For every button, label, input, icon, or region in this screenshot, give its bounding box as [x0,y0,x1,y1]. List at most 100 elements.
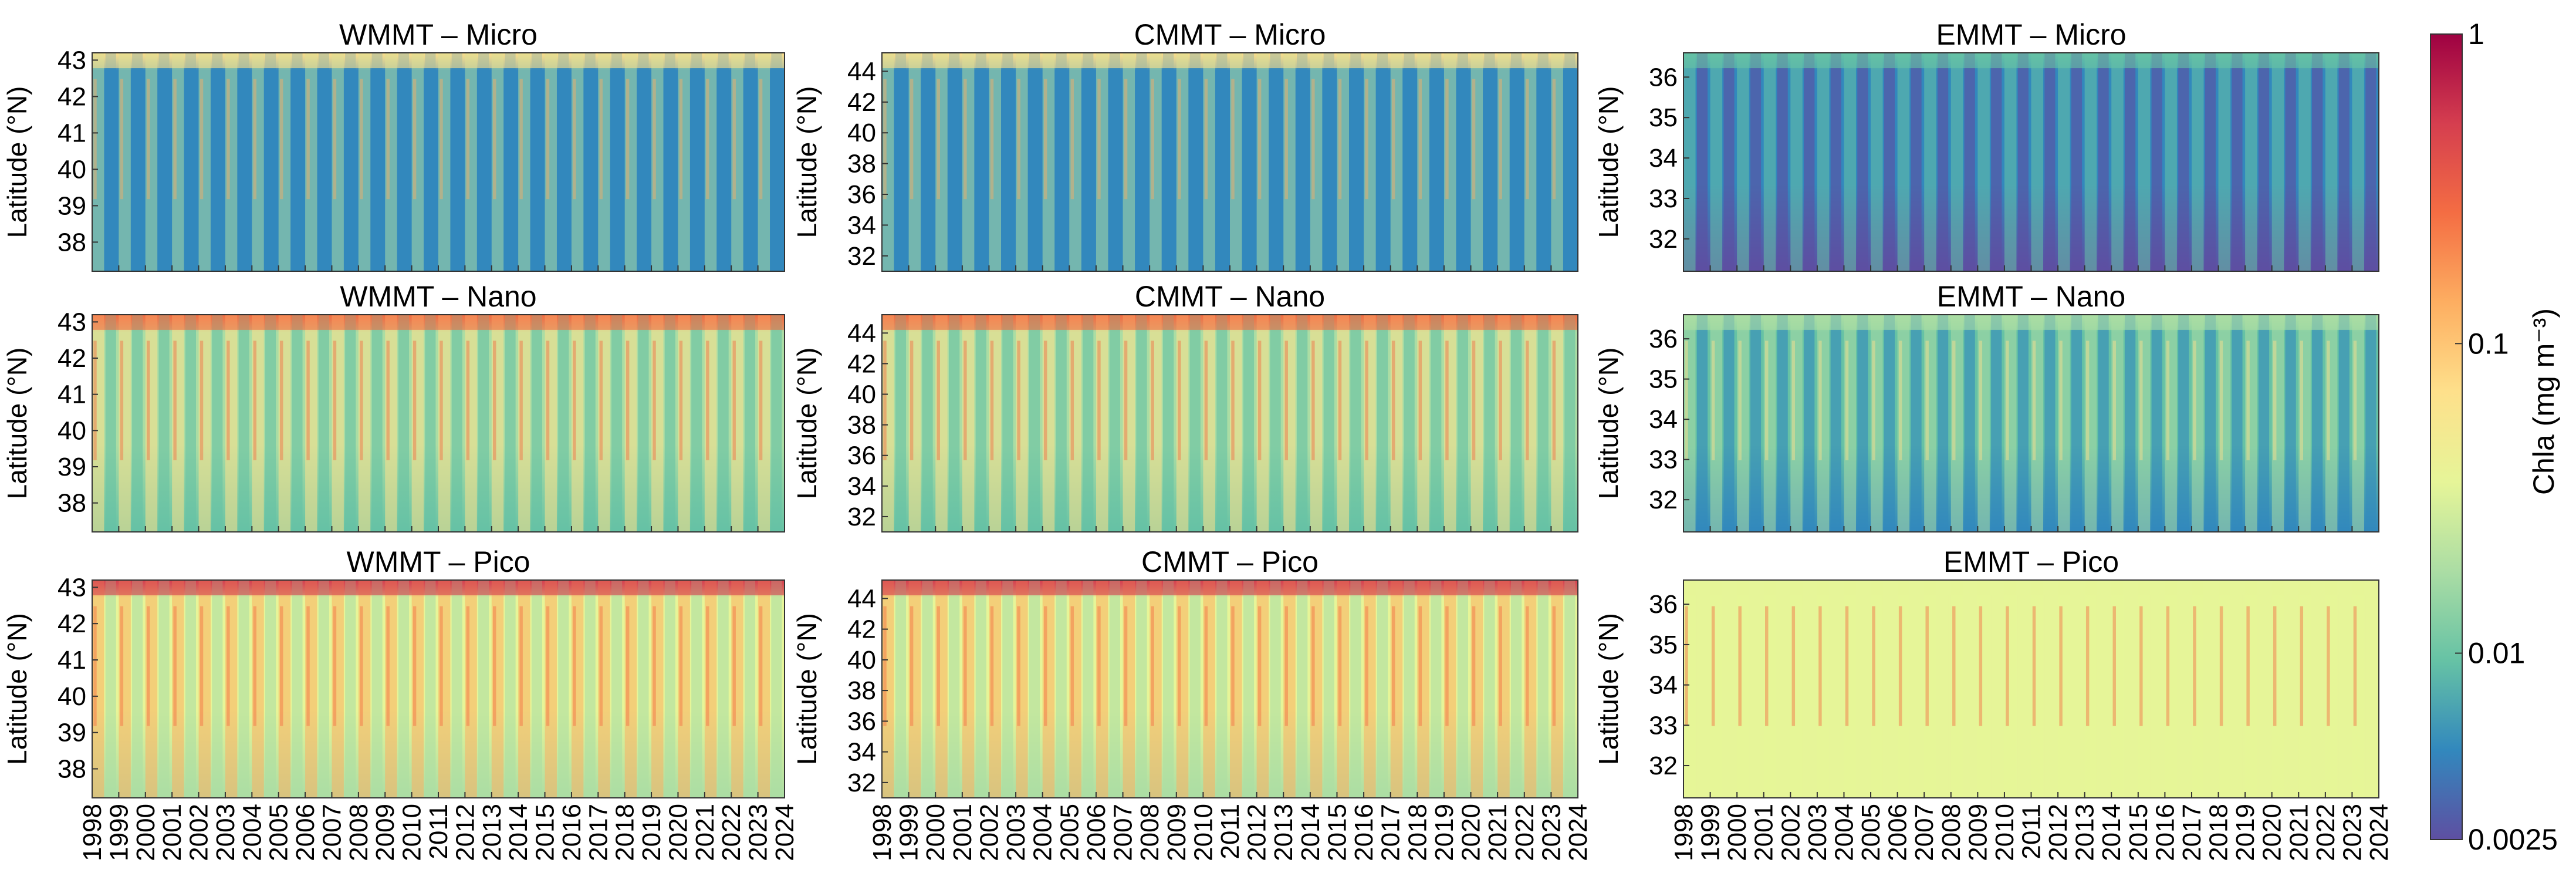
x-tick-label: 2013 [478,804,506,861]
y-tick-label: 32 [847,242,876,271]
y-tick-label: 39 [58,191,86,220]
heatmap-cells [92,53,785,271]
y-tick-label: 42 [58,609,86,638]
y-tick-label: 36 [1649,325,1678,353]
x-tick-label: 1998 [78,804,107,861]
colorbar-tick-label: 1 [2468,18,2484,50]
y-tick-label: 35 [1649,103,1678,132]
x-tick-label: 2012 [451,804,479,861]
y-tick-label: 32 [1649,225,1678,254]
x-tick-label: 2004 [1830,804,1858,861]
y-tick-label: 36 [847,442,876,470]
y-tick-label: 36 [1649,590,1678,619]
x-tick-label: 2013 [1269,804,1298,861]
x-tick-label: 2019 [637,804,666,861]
heatmap-cells [882,315,1578,532]
x-tick-label: 2016 [1350,804,1378,861]
x-tick-label: 2008 [1135,804,1164,861]
y-tick-label: 40 [58,155,86,184]
x-tick-label: 2009 [371,804,400,861]
x-tick-label: 2021 [691,804,719,861]
x-tick-label: 2001 [1750,804,1779,861]
y-tick-label: 44 [847,319,876,348]
y-tick-label: 38 [847,676,876,705]
x-tick-label: 2001 [158,804,187,861]
x-tick-label: 2004 [238,804,266,861]
x-tick-label: 2023 [744,804,773,861]
x-tick-label: 2012 [2044,804,2073,861]
y-axis-label: Latitude (°N) [1593,86,1624,238]
y-tick-label: 40 [847,380,876,409]
colorbar-tick-label: 0.0025 [2468,823,2558,856]
x-tick-label: 2020 [664,804,692,861]
x-tick-label: 2020 [1457,804,1486,861]
y-tick-label: 32 [847,503,876,531]
panel-title: CMMT – Nano [1135,280,1325,313]
panel-title: EMMT – Micro [1936,18,2126,51]
x-tick-label: 2021 [1483,804,1512,861]
x-tick-label: 1999 [895,804,924,861]
x-tick-label: 2004 [1029,804,1057,861]
colorbar-label: Chla (mg m⁻³) [2527,308,2560,495]
x-tick-label: 2008 [344,804,373,861]
panel-wmmt-nano: WMMT – Nano Latitude (°N) 38 39 40 41 42 43 [2,280,785,533]
x-tick-label: 2002 [185,804,214,861]
x-tick-label: 2000 [1723,804,1752,861]
x-tick-label: 2017 [1377,804,1405,861]
x-tick-label: 2021 [2284,804,2313,861]
x-tick-label: 2017 [584,804,613,861]
y-tick-label: 42 [58,344,86,373]
colorbar-tick-label: 0.1 [2468,327,2509,360]
y-tick-label: 38 [58,228,86,257]
x-tick-label: 2006 [1082,804,1111,861]
x-tick-label: 2024 [770,804,799,861]
x-tick-label: 2023 [2338,804,2367,861]
y-tick-label: 38 [58,489,86,518]
x-tick-label: 2001 [948,804,977,861]
panel-title: EMMT – Pico [1943,545,2119,578]
y-tick-label: 41 [58,380,86,409]
x-tick-label: 2018 [611,804,640,861]
x-tick-label: 2019 [1430,804,1459,861]
y-axis-label: Latitude (°N) [1593,613,1624,765]
y-tick-label: 43 [58,308,86,336]
y-tick-label: 32 [1649,486,1678,514]
x-tick-label: 2009 [1162,804,1191,861]
y-tick-label: 38 [847,150,876,178]
x-tick-label: 2020 [2258,804,2287,861]
x-tick-label: 2022 [2311,804,2340,861]
x-tick-label: 2011 [1216,804,1245,860]
heatmap-cells [882,580,1578,798]
y-tick-label: 34 [1649,671,1678,700]
x-tick-label: 2016 [557,804,586,861]
x-tick-label: 2003 [211,804,240,861]
y-tick-label: 40 [58,416,86,445]
y-tick-label: 40 [847,119,876,147]
x-tick-label: 2000 [921,804,950,861]
x-tick-label: 2022 [717,804,746,861]
y-tick-label: 42 [847,349,876,378]
x-tick-label: 2006 [1884,804,1912,861]
y-tick-label: 36 [1649,63,1678,92]
x-tick-label: 2000 [131,804,160,861]
y-axis-label: Latitude (°N) [2,86,32,238]
x-tick-label: 2011 [424,804,453,860]
x-tick-label: 2007 [317,804,346,861]
x-tick-label: 2003 [1803,804,1832,861]
heatmap-cells [1683,53,2379,271]
y-tick-label: 34 [847,472,876,501]
y-tick-label: 38 [58,755,86,784]
x-tick-label: 2008 [1937,804,1966,861]
x-tick-label: 1998 [868,804,897,861]
y-tick-label: 40 [847,646,876,675]
panel-title: CMMT – Micro [1134,18,1326,51]
x-tick-label: 2009 [1963,804,1992,861]
x-tick-label: 2022 [1510,804,1539,861]
y-tick-label: 44 [847,584,876,613]
panel-wmmt-pico: WMMT – Pico Latitude (°N) 38 39 40 41 42 43 1998… [2,545,799,861]
x-tick-label: 2017 [2178,804,2206,861]
y-tick-label: 34 [1649,144,1678,173]
x-tick-label: 2011 [2017,804,2046,860]
y-tick-label: 33 [1649,184,1678,213]
